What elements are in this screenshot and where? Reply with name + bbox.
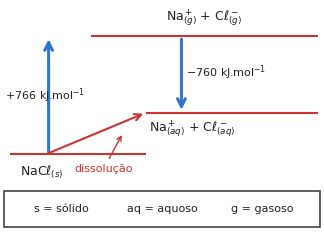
- Text: NaC$\ell_{(s)}$: NaC$\ell_{(s)}$: [20, 164, 64, 181]
- FancyBboxPatch shape: [4, 191, 320, 227]
- Text: aq = aquoso: aq = aquoso: [127, 204, 197, 213]
- Text: −760 kJ.mol$^{-1}$: −760 kJ.mol$^{-1}$: [186, 63, 267, 82]
- Text: +766 kJ.mol$^{-1}$: +766 kJ.mol$^{-1}$: [5, 86, 85, 105]
- Text: Na$^+_{(g)}$ + C$\ell^-_{(g)}$: Na$^+_{(g)}$ + C$\ell^-_{(g)}$: [166, 7, 242, 28]
- Text: Na$^+_{(aq)}$ + C$\ell^-_{(aq)}$: Na$^+_{(aq)}$ + C$\ell^-_{(aq)}$: [149, 118, 236, 139]
- Text: s = sólido: s = sólido: [34, 204, 89, 213]
- Text: g = gasoso: g = gasoso: [231, 204, 294, 213]
- Text: dissolução: dissolução: [75, 137, 133, 174]
